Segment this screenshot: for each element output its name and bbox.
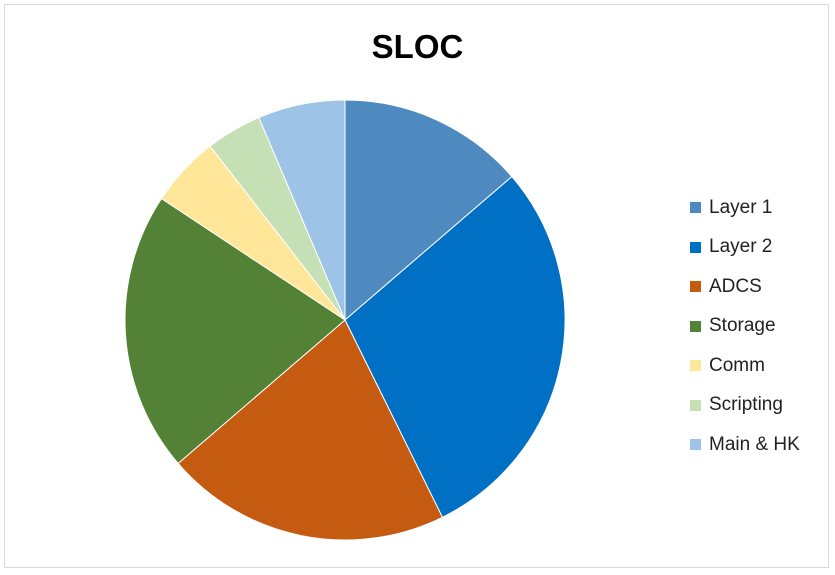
pie-slice-layer-2 <box>344 175 566 518</box>
legend-swatch <box>690 320 701 332</box>
pie-slice-layer-1 <box>344 99 513 322</box>
legend-item-scripting: Scripting <box>690 386 800 426</box>
chart-title: SLOC <box>371 28 464 65</box>
legend-item-layer-2: Layer 2 <box>690 228 800 268</box>
legend-item-comm: Comm <box>690 346 800 386</box>
legend-item-main-hk: Main & HK <box>690 425 800 465</box>
legend-swatch <box>690 241 701 253</box>
legend-item-storage: Storage <box>690 307 800 347</box>
legend-label: Main & HK <box>709 433 800 455</box>
legend: Layer 1 Layer 2 ADCS Storage Comm Scripting Ma… <box>690 188 800 465</box>
legend-label: Comm <box>709 354 765 376</box>
pie-slice-main-hk <box>258 99 346 321</box>
legend-label: Scripting <box>709 394 783 416</box>
legend-swatch <box>690 202 701 214</box>
legend-label: Layer 1 <box>709 196 773 218</box>
legend-label: ADCS <box>709 275 762 297</box>
legend-swatch <box>690 399 701 411</box>
legend-label: Storage <box>709 315 776 337</box>
legend-item-layer-1: Layer 1 <box>690 188 800 228</box>
legend-swatch <box>690 281 701 293</box>
legend-swatch <box>690 439 701 451</box>
pie-slice-adcs <box>177 319 444 541</box>
legend-swatch <box>690 360 701 372</box>
pie-slice-storage <box>124 197 346 465</box>
legend-label: Layer 2 <box>709 236 773 258</box>
legend-item-adcs: ADCS <box>690 267 800 307</box>
